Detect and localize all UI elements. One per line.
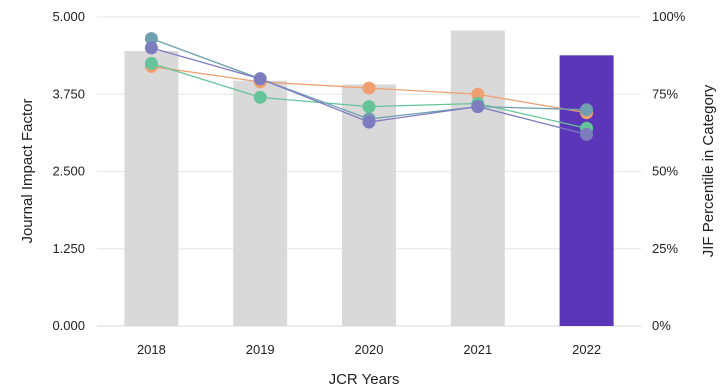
percentile-point[interactable] xyxy=(144,32,158,46)
bar-2021[interactable] xyxy=(450,30,505,326)
percentile-point[interactable] xyxy=(253,72,267,86)
x-axis-title: JCR Years xyxy=(329,371,400,388)
right-axis-ticks: 0% 25% 50% 75% 100% xyxy=(652,9,686,333)
left-tick-label: 5.000 xyxy=(52,9,85,24)
percentile-point[interactable] xyxy=(362,100,376,114)
x-tick-label: 2018 xyxy=(137,342,166,357)
left-tick-label: 3.750 xyxy=(52,86,85,101)
x-tick-label: 2020 xyxy=(355,342,384,357)
left-tick-label: 1.250 xyxy=(52,241,85,256)
right-tick-label: 50% xyxy=(652,164,678,179)
bar-2018[interactable] xyxy=(124,50,179,327)
percentile-point[interactable] xyxy=(362,81,376,95)
x-tick-label: 2019 xyxy=(246,342,275,357)
percentile-points xyxy=(144,32,594,141)
left-tick-label: 0.000 xyxy=(52,318,85,333)
left-axis-ticks: 0.000 1.250 2.500 3.750 5.000 xyxy=(52,9,85,333)
bars xyxy=(124,30,614,327)
left-axis-title: Journal Impact Factor xyxy=(19,98,36,243)
percentile-point[interactable] xyxy=(471,87,485,101)
right-tick-label: 100% xyxy=(652,9,686,24)
right-tick-label: 0% xyxy=(652,318,671,333)
percentile-point[interactable] xyxy=(580,127,594,141)
right-tick-label: 75% xyxy=(652,86,678,101)
x-tick-label: 2021 xyxy=(463,342,492,357)
percentile-point[interactable] xyxy=(580,103,594,117)
bar-2022[interactable] xyxy=(559,55,614,326)
bar-2019[interactable] xyxy=(233,80,288,327)
x-axis-ticks: 2018 2019 2020 2021 2022 xyxy=(137,342,601,357)
percentile-point[interactable] xyxy=(144,41,158,55)
x-tick-label: 2022 xyxy=(572,342,601,357)
right-axis-title: JIF Percentile in Category xyxy=(700,84,717,257)
left-tick-label: 2.500 xyxy=(52,164,85,179)
percentile-point[interactable] xyxy=(144,56,158,70)
right-tick-label: 25% xyxy=(652,241,678,256)
percentile-point[interactable] xyxy=(362,115,376,129)
percentile-point[interactable] xyxy=(471,100,485,114)
percentile-point[interactable] xyxy=(253,90,267,104)
